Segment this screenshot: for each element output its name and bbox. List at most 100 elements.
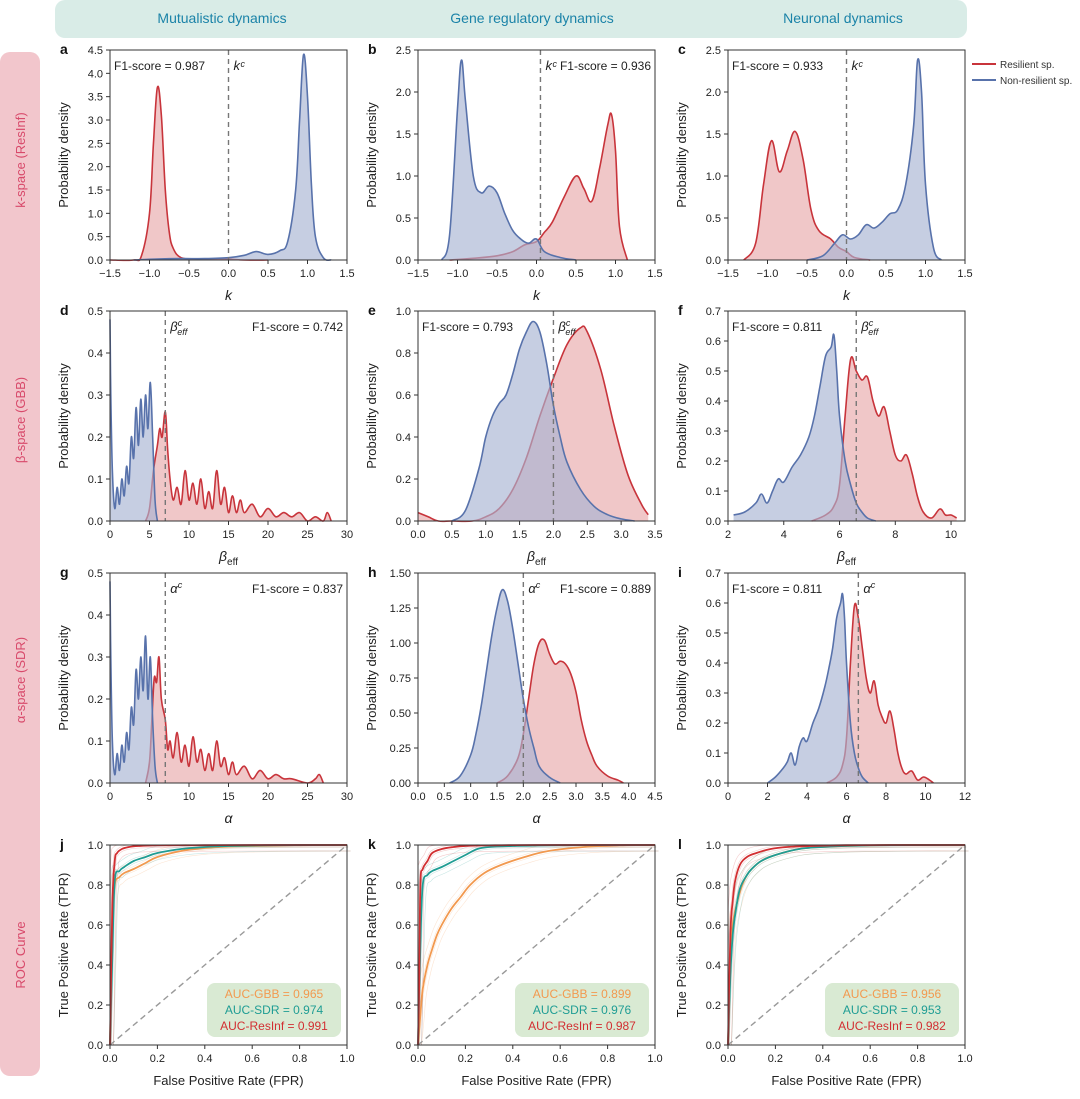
x-tick-label: 0.6 xyxy=(863,1053,878,1065)
y-tick-label: 0.6 xyxy=(706,920,721,932)
y-tick-label: 0.7 xyxy=(706,306,721,318)
panel-letter: l xyxy=(678,836,682,852)
x-tick-label: 1.5 xyxy=(489,791,504,803)
y-tick-label: 0.8 xyxy=(396,880,411,892)
x-tick-label: 30 xyxy=(341,529,353,541)
y-tick-label: 1.00 xyxy=(390,638,411,650)
x-axis-label: False Positive Rate (FPR) xyxy=(461,1073,611,1088)
x-tick-label: −1.0 xyxy=(139,268,161,280)
auc-box xyxy=(207,983,341,1037)
x-tick-label: −0.5 xyxy=(486,268,508,280)
auc-label: AUC-SDR = 0.976 xyxy=(533,1003,632,1017)
f1-score: F1-score = 0.811 xyxy=(732,320,822,334)
y-axis-label: Probability density xyxy=(674,102,689,208)
roc-fold-curve xyxy=(417,844,654,1044)
y-tick-label: 1.25 xyxy=(390,603,411,615)
x-tick-label: 0.0 xyxy=(410,1053,425,1065)
y-tick-label: 1.0 xyxy=(396,306,411,318)
x-tick-label: 2.0 xyxy=(546,529,561,541)
y-tick-label: 0.25 xyxy=(390,743,411,755)
row-title-k-space: k-space (ResInf) xyxy=(13,112,28,207)
series-area-resilient xyxy=(449,113,628,260)
y-tick-label: 0.2 xyxy=(88,432,103,444)
x-tick-label: 1.0 xyxy=(478,529,493,541)
panel-letter: i xyxy=(678,564,682,580)
auc-label: AUC-ResInf = 0.991 xyxy=(220,1019,328,1033)
x-axis-label: α xyxy=(225,810,234,826)
x-axis-label: k xyxy=(225,287,233,303)
y-axis-label: Probability density xyxy=(674,625,689,731)
y-tick-label: 1.0 xyxy=(706,840,721,852)
x-tick-label: 8 xyxy=(883,791,889,803)
series-line-nonresilient xyxy=(109,319,159,522)
plot-frame xyxy=(109,844,348,1046)
panel-letter: j xyxy=(59,836,64,852)
x-tick-label: 1.0 xyxy=(918,268,933,280)
x-tick-label: 10 xyxy=(945,529,957,541)
roc-fold-curve xyxy=(421,850,659,1046)
x-tick-label: 1.0 xyxy=(300,268,315,280)
y-tick-label: 1.0 xyxy=(88,840,103,852)
y-tick-label: 0.5 xyxy=(88,306,103,318)
auc-box xyxy=(825,983,959,1037)
y-tick-label: 0.2 xyxy=(88,694,103,706)
y-tick-label: 0.2 xyxy=(706,456,721,468)
panel-j: j AUC-GBB = 0.965 AUC-SDR = 0.974 AUC-ResIn… xyxy=(56,836,355,1088)
y-tick-label: 0.5 xyxy=(706,213,721,225)
x-tick-label: 0.0 xyxy=(410,791,425,803)
x-tick-label: 0.0 xyxy=(410,529,425,541)
y-tick-label: 0.0 xyxy=(88,778,103,790)
x-tick-label: 0 xyxy=(107,529,113,541)
x-tick-label: 25 xyxy=(301,791,313,803)
x-tick-label: 0.6 xyxy=(553,1053,568,1065)
y-tick-label: 2.5 xyxy=(706,45,721,57)
panel-letter: k xyxy=(368,836,376,852)
x-tick-label: 0.2 xyxy=(150,1053,165,1065)
series-area-nonresilient xyxy=(110,319,158,521)
x-tick-label: 10 xyxy=(919,791,931,803)
y-tick-label: 0.1 xyxy=(706,748,721,760)
y-tick-label: 3.5 xyxy=(88,92,103,104)
x-tick-label: 6 xyxy=(836,529,842,541)
y-tick-label: 0.5 xyxy=(706,628,721,640)
x-tick-label: 0.0 xyxy=(839,268,854,280)
f1-score: F1-score = 0.811 xyxy=(732,582,822,596)
y-tick-label: 1.5 xyxy=(88,185,103,197)
series-area-nonresilient xyxy=(733,334,876,521)
y-tick-label: 0.00 xyxy=(390,778,411,790)
threshold-label: αc xyxy=(863,580,875,596)
f1-score: F1-score = 0.933 xyxy=(732,59,823,73)
y-tick-label: 0.3 xyxy=(706,426,721,438)
x-tick-label: 3.0 xyxy=(613,529,628,541)
x-axis-label: βeff xyxy=(836,548,856,568)
y-tick-label: 0.0 xyxy=(706,1040,721,1052)
y-tick-label: 0.3 xyxy=(88,652,103,664)
column-title-mutualistic: Mutualistic dynamics xyxy=(157,10,286,26)
y-tick-label: 0.0 xyxy=(88,516,103,528)
y-tick-label: 1.50 xyxy=(390,568,411,580)
y-tick-label: 0.2 xyxy=(706,1000,721,1012)
x-tick-label: 0.8 xyxy=(600,1053,615,1065)
x-axis-label: False Positive Rate (FPR) xyxy=(771,1073,921,1088)
x-tick-label: 5 xyxy=(146,529,152,541)
plot-frame xyxy=(417,844,656,1046)
panel-k: k AUC-GBB = 0.899 AUC-SDR = 0.976 AUC-ResIn… xyxy=(364,836,663,1088)
x-tick-label: 2 xyxy=(725,529,731,541)
y-axis-label: Probability density xyxy=(364,363,379,469)
y-tick-label: 0.4 xyxy=(88,348,103,360)
roc-fold-curve xyxy=(113,850,351,1046)
y-tick-label: 0.5 xyxy=(396,213,411,225)
y-tick-label: 0.3 xyxy=(706,688,721,700)
y-axis-label: Probability density xyxy=(56,625,71,731)
y-tick-label: 4.0 xyxy=(88,68,103,80)
threshold-label: kᶜ xyxy=(545,58,557,73)
x-tick-label: 0.5 xyxy=(444,529,459,541)
plot-frame xyxy=(727,310,966,522)
x-tick-label: 4 xyxy=(781,529,787,541)
x-tick-label: −1.5 xyxy=(99,268,121,280)
series-line-nonresilient xyxy=(451,320,635,522)
series-line-resilient xyxy=(826,602,934,784)
y-tick-label: 0.2 xyxy=(706,718,721,730)
y-axis-label: Probability density xyxy=(56,102,71,208)
